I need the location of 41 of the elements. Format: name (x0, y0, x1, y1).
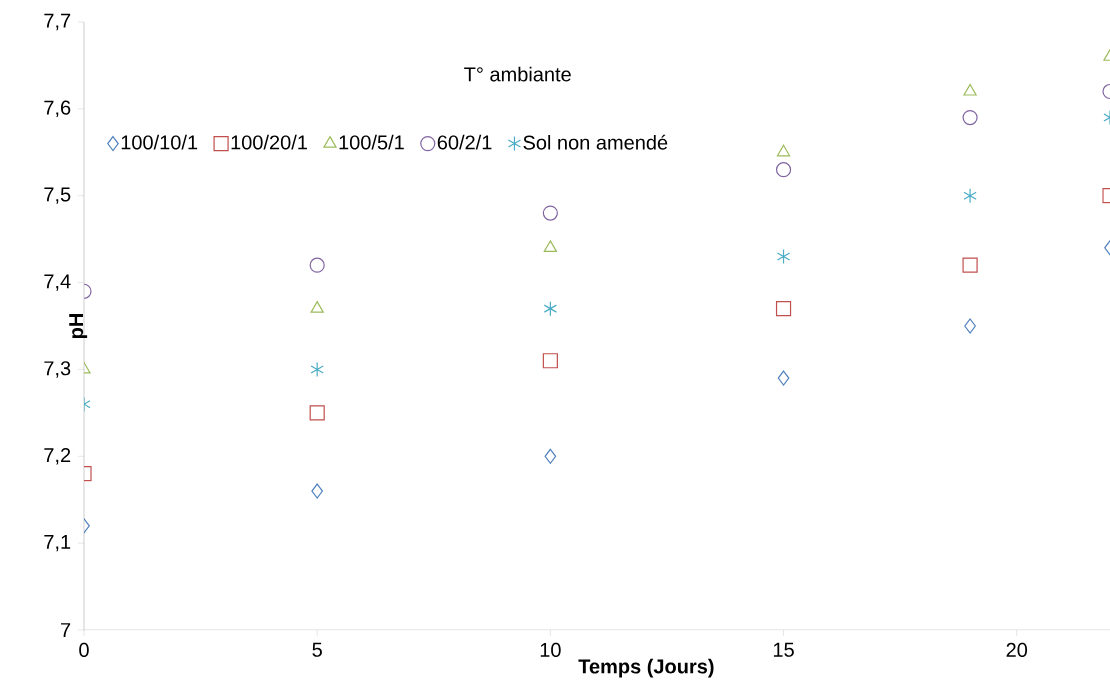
point (776, 248, 791, 265)
point (542, 205, 558, 221)
point (963, 188, 977, 204)
y-tick-label: 7,6 (44, 100, 71, 118)
point (311, 483, 324, 499)
y-tick-label: 7,3 (44, 361, 71, 378)
point (964, 318, 976, 334)
point (310, 301, 324, 313)
x-tick-label: 5 (312, 642, 322, 657)
y-tick-label: 7,2 (44, 448, 71, 465)
y-tick-label: 7 (61, 623, 71, 637)
point (776, 144, 791, 157)
x-tick-label: 20 (1006, 642, 1028, 658)
x-tick-label: 10 (540, 642, 561, 658)
x-tick-label: 0 (79, 642, 89, 658)
point (309, 257, 325, 273)
point (310, 361, 324, 378)
point (775, 162, 792, 178)
y-tick-label: 7,7 (44, 13, 71, 31)
point (777, 370, 790, 386)
y-tick-label: 7,1 (44, 534, 71, 552)
x-tick-label: 15 (773, 642, 794, 657)
text: T° ambiante (464, 66, 571, 82)
legend-label: 100/20/1 (231, 134, 307, 150)
legend-label: 60/2/1 (437, 134, 492, 150)
y-axis-title: pH (69, 314, 88, 339)
legend-label: 100/5/1 (339, 134, 404, 150)
x-axis-title: Temps (Jours) (578, 658, 714, 678)
legend-label: 100/10/1 (121, 134, 198, 150)
y-tick-label: 7,4 (44, 274, 71, 291)
point (775, 301, 792, 317)
point (543, 240, 558, 252)
point (542, 353, 558, 369)
point (962, 257, 978, 273)
point (309, 405, 325, 421)
point (962, 109, 978, 126)
y-tick-label: 7,5 (44, 187, 71, 204)
legend-label: Sol non amendé (523, 134, 668, 150)
point (963, 83, 977, 96)
point (543, 301, 558, 317)
point (544, 448, 557, 464)
